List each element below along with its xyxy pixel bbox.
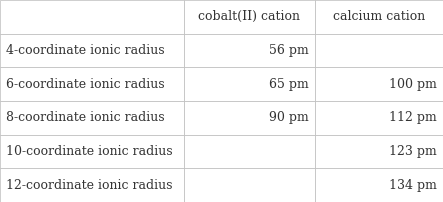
Text: 8-coordinate ionic radius: 8-coordinate ionic radius — [6, 111, 164, 124]
Bar — [0, 34, 184, 67]
Bar — [315, 168, 443, 202]
Text: 6-coordinate ionic radius: 6-coordinate ionic radius — [6, 78, 164, 91]
Bar — [315, 0, 443, 34]
Bar — [0, 0, 184, 34]
Bar — [0, 101, 184, 135]
Text: 65 pm: 65 pm — [269, 78, 309, 91]
Text: 134 pm: 134 pm — [389, 179, 437, 192]
Text: 112 pm: 112 pm — [389, 111, 437, 124]
Text: 123 pm: 123 pm — [389, 145, 437, 158]
Text: cobalt(II) cation: cobalt(II) cation — [198, 10, 300, 23]
Bar — [0, 67, 184, 101]
Text: 56 pm: 56 pm — [269, 44, 309, 57]
Text: calcium cation: calcium cation — [333, 10, 425, 23]
Text: 4-coordinate ionic radius: 4-coordinate ionic radius — [6, 44, 164, 57]
Text: 12-coordinate ionic radius: 12-coordinate ionic radius — [6, 179, 172, 192]
Bar — [315, 67, 443, 101]
Bar — [315, 101, 443, 135]
Bar — [184, 135, 315, 168]
Bar — [184, 168, 315, 202]
Text: 90 pm: 90 pm — [269, 111, 309, 124]
Bar — [184, 101, 315, 135]
Bar — [0, 135, 184, 168]
Bar — [0, 168, 184, 202]
Bar — [315, 34, 443, 67]
Text: 100 pm: 100 pm — [389, 78, 437, 91]
Bar — [184, 34, 315, 67]
Bar — [184, 67, 315, 101]
Bar — [184, 0, 315, 34]
Bar — [315, 135, 443, 168]
Text: 10-coordinate ionic radius: 10-coordinate ionic radius — [6, 145, 172, 158]
